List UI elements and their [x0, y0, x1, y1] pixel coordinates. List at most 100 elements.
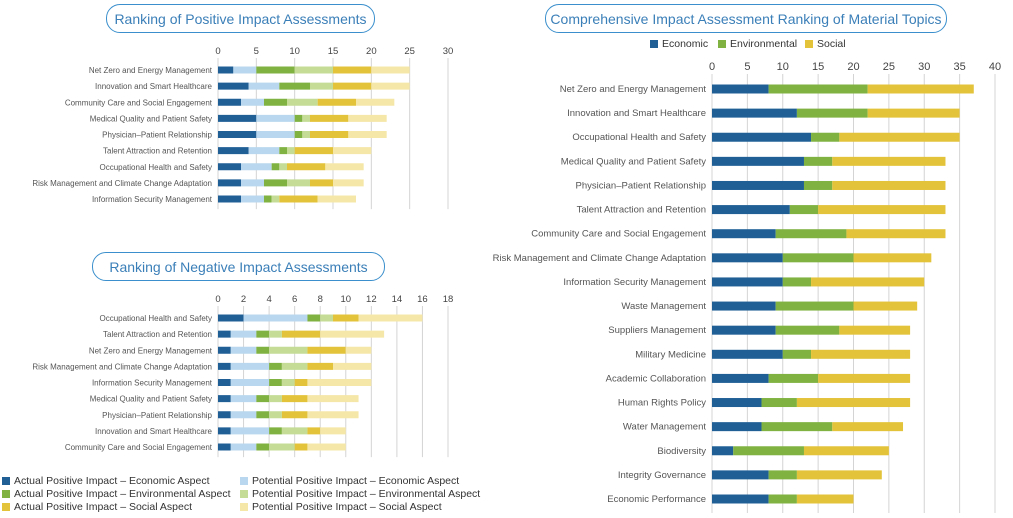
- swatch: [240, 490, 248, 498]
- bar-segment: [712, 205, 790, 215]
- bar-segment: [230, 395, 257, 403]
- bar-segment: [333, 314, 359, 322]
- category-label: Water Management: [623, 422, 706, 433]
- bar-segment: [832, 180, 946, 190]
- bar-segment: [281, 411, 308, 419]
- bar-segment: [310, 114, 349, 122]
- bar-segment: [796, 494, 854, 504]
- bar-segment: [325, 163, 364, 171]
- swatch: [240, 503, 248, 511]
- bar-segment: [218, 66, 234, 74]
- bar-segment: [712, 422, 762, 432]
- bar-segment: [320, 314, 333, 322]
- legend-potential-environmental: Potential Positive Impact – Environmenta…: [240, 488, 480, 500]
- legend-potential-social: Potential Positive Impact – Social Aspec…: [240, 501, 442, 513]
- bar-segment: [294, 66, 333, 74]
- bar-segment: [256, 411, 270, 419]
- bar-segment: [256, 395, 270, 403]
- bar-segment: [218, 314, 244, 322]
- bar-segment: [796, 108, 868, 118]
- category-label: Innovation and Smart Healthcare: [95, 427, 213, 436]
- bar-segment: [846, 229, 946, 239]
- bar-segment: [775, 325, 840, 335]
- category-label: Community Care and Social Engagement: [65, 98, 213, 107]
- bar-segment: [782, 277, 812, 287]
- bar-segment: [712, 84, 769, 94]
- bar-segment: [712, 398, 762, 408]
- bar-segment: [248, 82, 280, 90]
- bar-segment: [218, 98, 241, 106]
- bar-segment: [294, 114, 303, 122]
- bar-segment: [358, 314, 423, 322]
- category-label: Risk Management and Climate Change Adapt…: [32, 362, 212, 371]
- tick-label: 0: [709, 61, 715, 73]
- bar-segment: [307, 427, 321, 435]
- tick-label: 15: [328, 46, 339, 57]
- category-label: Innovation and Smart Healthcare: [567, 108, 706, 119]
- bar-segment: [302, 114, 310, 122]
- bar-segment: [333, 179, 364, 187]
- bar-segment: [818, 205, 946, 215]
- category-label: Human Rights Policy: [618, 398, 706, 409]
- bar-segment: [218, 179, 241, 187]
- bar-segment: [294, 443, 308, 451]
- legend-label: Potential Positive Impact – Economic Asp…: [252, 475, 460, 487]
- swatch: [240, 477, 248, 485]
- bar-segment: [281, 427, 308, 435]
- economic-swatch: [650, 40, 658, 48]
- bar-segment: [317, 98, 356, 106]
- legend-actual-social: Actual Positive Impact – Social Aspect: [2, 501, 192, 513]
- category-label: Talent Attraction and Retention: [103, 147, 212, 156]
- category-label: Medical Quality and Patient Safety: [561, 156, 706, 167]
- tick-label: 10: [340, 294, 351, 305]
- tick-label: 35: [954, 61, 966, 73]
- bar-segment: [279, 163, 287, 171]
- bar-segment: [761, 398, 797, 408]
- bar-segment: [761, 422, 833, 432]
- bar-segment: [307, 443, 346, 451]
- bar-segment: [867, 108, 960, 118]
- bar-segment: [279, 82, 310, 90]
- bar-segment: [264, 98, 287, 106]
- tick-label: 10: [777, 61, 789, 73]
- tick-label: 30: [918, 61, 930, 73]
- bar-segment: [803, 446, 889, 456]
- bar-segment: [310, 82, 333, 90]
- bar-segment: [281, 362, 308, 370]
- category-label: Information Security Management: [92, 379, 213, 388]
- bar-segment: [307, 379, 372, 386]
- bar-segment: [287, 98, 318, 106]
- category-label: Medical Quality and Patient Safety: [90, 114, 212, 123]
- swatch: [2, 477, 10, 485]
- bar-segment: [333, 82, 372, 90]
- tick-label: 15: [812, 61, 824, 73]
- bar-segment: [310, 179, 333, 187]
- bar-segment: [333, 66, 372, 74]
- bar-segment: [241, 195, 264, 203]
- category-label: Information Security Management: [563, 277, 706, 288]
- bar-segment: [803, 180, 833, 190]
- bar-segment: [241, 179, 264, 187]
- bar-segment: [281, 330, 321, 338]
- legend-label: Environmental: [730, 38, 798, 50]
- legend-label: Actual Positive Impact – Social Aspect: [14, 501, 193, 513]
- tick-label: 25: [404, 46, 415, 57]
- bar-segment: [712, 108, 797, 118]
- bar-segment: [230, 346, 257, 354]
- bar-segment: [320, 427, 346, 435]
- legend-label: Actual Positive Impact – Economic Aspect: [14, 475, 210, 487]
- category-label: Military Medicine: [635, 349, 706, 360]
- bar-segment: [218, 427, 231, 435]
- bar-segment: [818, 373, 911, 383]
- bar-segment: [248, 147, 280, 155]
- bar-segment: [712, 446, 734, 456]
- bar-segment: [218, 330, 231, 338]
- bar-segment: [241, 163, 272, 171]
- category-label: Physician–Patient Relationship: [102, 411, 212, 420]
- tick-label: 5: [744, 61, 750, 73]
- bar-segment: [775, 229, 847, 239]
- legend-environmental: Environmental: [718, 38, 797, 50]
- bar-segment: [853, 301, 918, 311]
- swatch: [2, 490, 10, 498]
- bar-segment: [230, 379, 270, 386]
